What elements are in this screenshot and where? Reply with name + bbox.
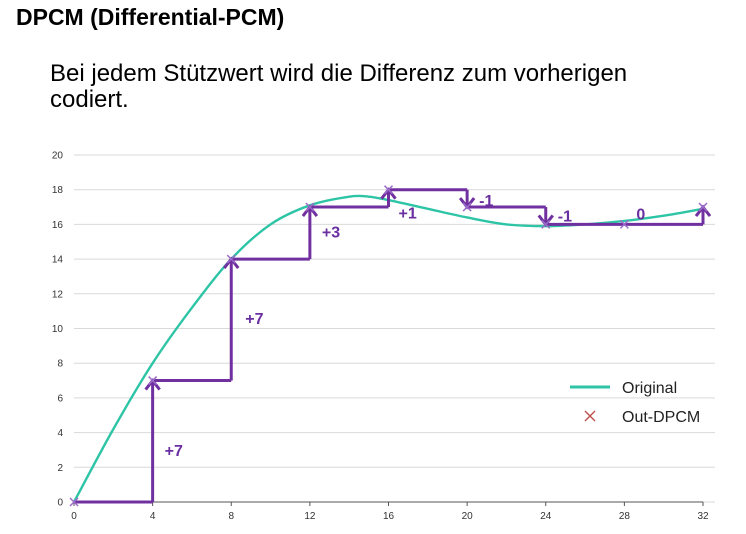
page-subtitle: Bei jedem Stützwert wird die Differenz z… [50, 60, 628, 113]
x-tick-label: 8 [228, 511, 234, 522]
series-out-dpcm [69, 185, 712, 507]
dpcm-point [305, 202, 315, 212]
y-tick-label: 8 [57, 359, 63, 370]
y-tick-label: 4 [57, 428, 63, 439]
y-tick-label: 20 [52, 151, 64, 162]
dpcm-point [462, 202, 472, 212]
dpcm-point-stroke [698, 202, 708, 212]
legend-label-dpcm: Out-DPCM [622, 409, 700, 426]
y-tick-label: 2 [57, 463, 63, 474]
dpcm-point-stroke [148, 376, 158, 386]
dpcm-point [226, 254, 236, 264]
annotation-label: +1 [399, 205, 417, 222]
legend-label-original: Original [622, 380, 677, 397]
dpcm-point-stroke [305, 202, 315, 212]
x-tick-label: 24 [540, 511, 552, 522]
x-tick-label: 4 [150, 511, 156, 522]
x-tick-label: 12 [304, 511, 316, 522]
dpcm-point [698, 202, 708, 212]
axes [73, 501, 704, 506]
dpcm-point [148, 376, 158, 386]
x-tick-label: 32 [697, 511, 709, 522]
dpcm-point-stroke [462, 202, 472, 212]
annotation-label: +3 [322, 224, 340, 241]
dpcm-point [69, 497, 79, 507]
y-tick-label: 16 [52, 220, 64, 231]
annotation-label: +7 [245, 311, 263, 328]
dpcm-point-stroke [541, 219, 551, 229]
y-tick-label: 10 [52, 324, 64, 335]
y-tick-label: 0 [57, 498, 63, 509]
annotation-label: 0 [636, 207, 645, 224]
x-tick-label: 20 [462, 511, 474, 522]
dpcm-point [619, 219, 629, 229]
annotation-label: -1 [479, 193, 493, 210]
x-tick-label: 28 [619, 511, 631, 522]
legend: Original Out-DPCM [570, 380, 700, 426]
y-tick-label: 14 [52, 255, 64, 266]
y-tick-label: 6 [57, 393, 63, 404]
dpcm-point-stroke [383, 185, 394, 195]
annotations: +7 +7 +3 +1 -1 -1 0 [165, 193, 646, 460]
x-tick-label: 16 [383, 511, 395, 522]
dpcm-point [541, 219, 551, 229]
annotation-label: +7 [165, 443, 183, 460]
dpcm-point-stroke [226, 254, 236, 264]
grid-lines [74, 154, 715, 503]
dpcm-point-stroke [69, 497, 79, 507]
dpcm-point [383, 185, 394, 195]
y-tick-label: 18 [52, 185, 64, 196]
legend-swatch-dpcm [584, 410, 596, 422]
dpcm-point-stroke [619, 219, 629, 229]
page-title: DPCM (Differential-PCM) [16, 4, 285, 30]
annotation-label: -1 [558, 209, 572, 226]
y-tick-label: 12 [52, 289, 64, 300]
x-tick-label: 0 [71, 511, 77, 522]
